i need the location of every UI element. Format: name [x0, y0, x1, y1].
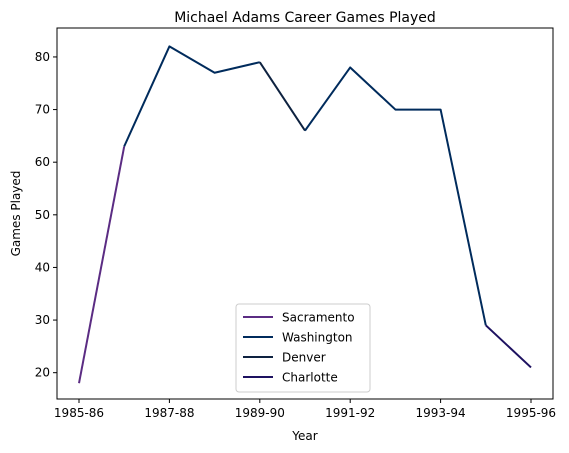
- series-line-washington-3: [304, 66, 487, 326]
- legend: Sacramento Washington Denver Charlotte: [235, 303, 371, 393]
- chart-title: Michael Adams Career Games Played: [174, 10, 436, 26]
- y-tick-label: 40: [35, 260, 50, 274]
- x-tick-label: 1991-92: [325, 406, 375, 420]
- x-tick-label: 1985-86: [54, 406, 104, 420]
- legend-label-charlotte: Charlotte: [282, 371, 338, 385]
- series-line-charlotte-4: [485, 324, 532, 369]
- legend-items: Sacramento Washington Denver Charlotte: [243, 311, 355, 385]
- series-line-washington-1: [123, 45, 261, 147]
- y-tick-label: 30: [35, 313, 50, 327]
- y-tick-label: 70: [35, 103, 50, 117]
- x-tick-label: 1989-90: [235, 406, 285, 420]
- x-axis-title: Year: [291, 429, 317, 443]
- series-layer: [78, 45, 532, 384]
- y-tick-label: 60: [35, 155, 50, 169]
- y-tick-label: 20: [35, 366, 50, 380]
- y-tick-label: 50: [35, 208, 50, 222]
- y-axis-title: Games Played: [9, 171, 23, 257]
- legend-label-denver: Denver: [282, 351, 326, 365]
- legend-box: [235, 303, 371, 393]
- y-tick-label: 80: [35, 50, 50, 64]
- legend-label-washington: Washington: [282, 331, 353, 345]
- y-axis: 20 30 40 50 60 70 80: [35, 50, 57, 380]
- x-tick-label: 1995-96: [506, 406, 556, 420]
- series-line-denver-2: [258, 61, 306, 132]
- x-tick-label: 1987-88: [144, 406, 194, 420]
- series-line-sacramento-0: [78, 146, 126, 384]
- x-tick-label: 1993-94: [416, 406, 466, 420]
- x-axis: 1985-86 1987-88 1989-90 1991-92 1993-94 1995-…: [54, 399, 556, 420]
- legend-label-sacramento: Sacramento: [282, 311, 355, 325]
- plot-frame: [56, 27, 554, 400]
